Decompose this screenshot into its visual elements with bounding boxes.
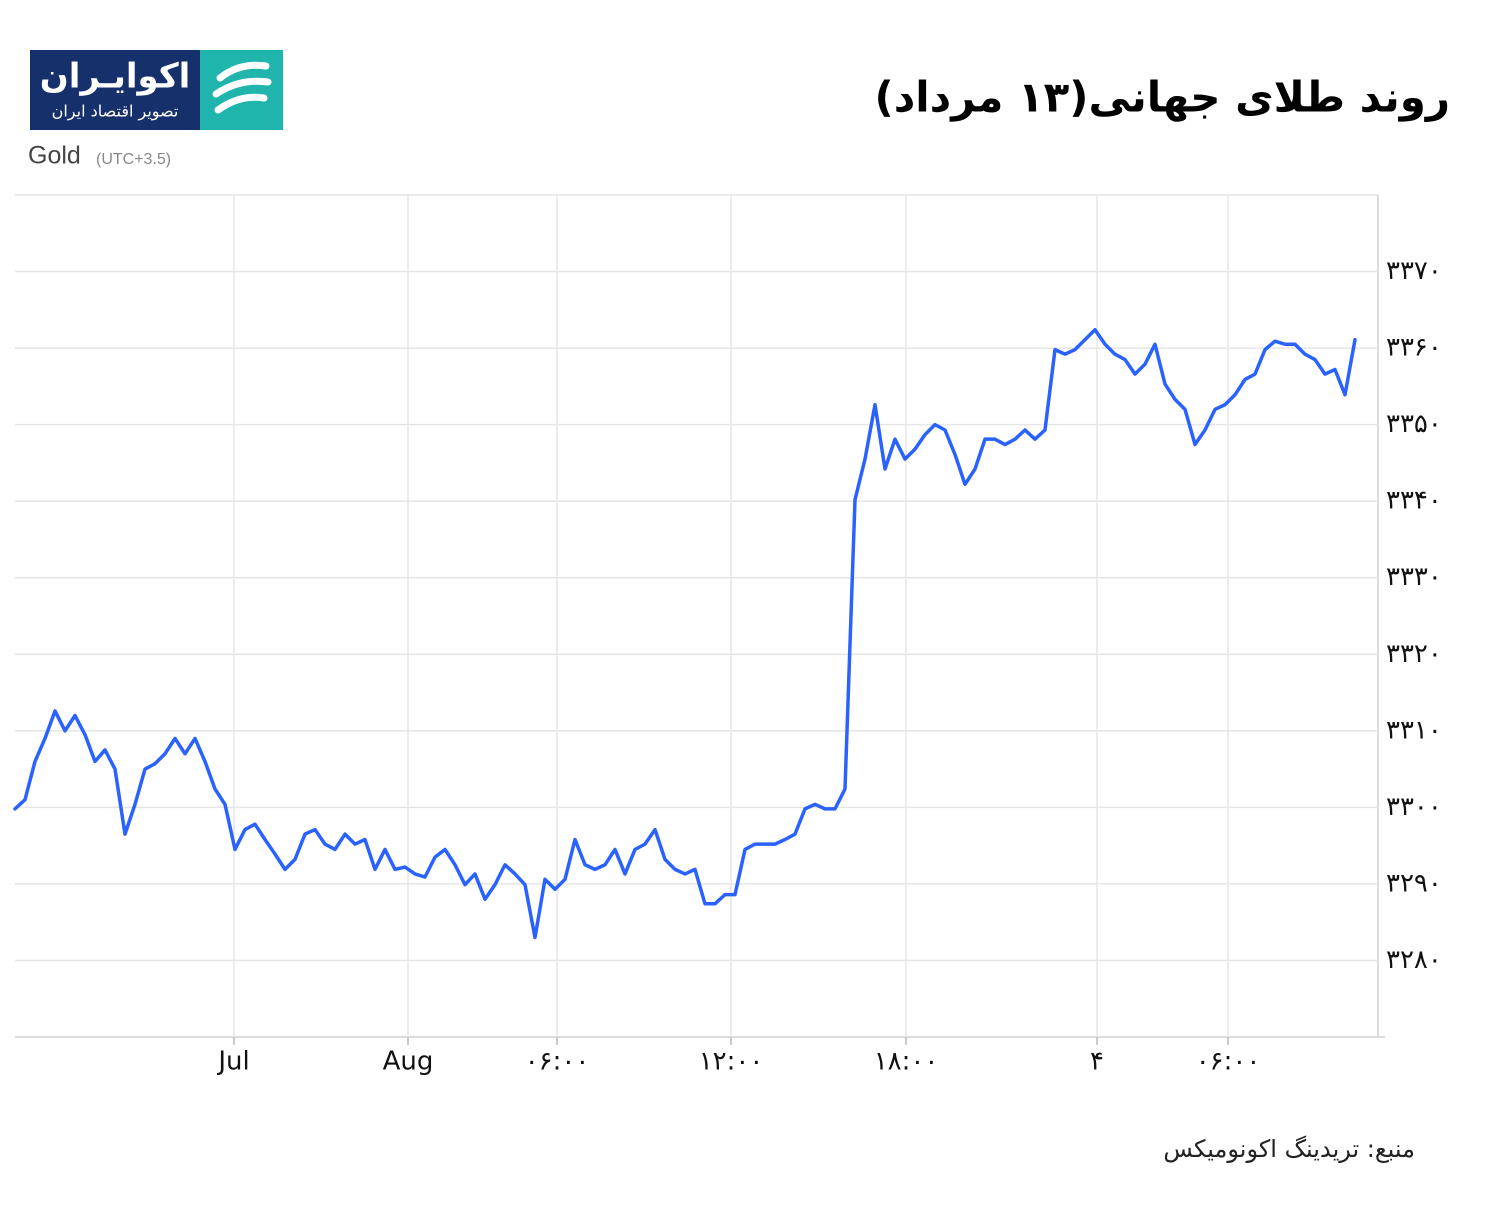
- x-tick-label: ۰۶:۰۰: [1196, 1047, 1261, 1077]
- timezone: (UTC+3.5): [96, 151, 171, 168]
- y-tick-label: ۳۲۸۰: [1386, 945, 1442, 975]
- y-tick-label: ۳۳۴۰: [1386, 486, 1442, 516]
- x-tick-label: Jul: [216, 1047, 249, 1077]
- y-tick-label: ۳۳۲۰: [1386, 639, 1442, 669]
- chart-title: روند طلای جهانی(۱۳ مرداد): [875, 73, 1450, 123]
- y-tick-label: ۳۳۳۰: [1386, 562, 1442, 592]
- subtitle: Gold: [28, 142, 81, 170]
- x-tick-label: ۱۸:۰۰: [874, 1047, 939, 1077]
- y-tick-label: ۳۲۹۰: [1386, 868, 1442, 898]
- price-line: [13, 327, 1357, 940]
- y-tick-label: ۳۳۷۰: [1386, 256, 1442, 286]
- x-tick-label: ۱۲:۰۰: [699, 1047, 764, 1077]
- logo-tagline: تصویر اقتصاد ایران: [52, 102, 179, 122]
- y-tick-label: ۳۳۵۰: [1386, 409, 1442, 439]
- grid: [15, 195, 1378, 1045]
- y-tick-label: ۳۳۶۰: [1386, 333, 1442, 363]
- logo-icon: [200, 50, 283, 130]
- y-tick-label: ۳۳۰۰: [1386, 792, 1442, 822]
- logo-box: [30, 50, 200, 130]
- x-tick-label: ۰۶:۰۰: [525, 1047, 590, 1077]
- x-tick-label: Aug: [383, 1047, 434, 1077]
- series: [13, 327, 1357, 940]
- y-tick-label: ۳۳۱۰: [1386, 715, 1442, 745]
- tick-labels: ۳۲۸۰ ۳۲۹۰ ۳۳۰۰ ۳۳۱۰ ۳۳۲۰ ۳۳۳۰ ۳۳۴۰ ۳۳۵۰ ۳۳۶۰ ۳۳۷۰…: [216, 256, 1442, 1076]
- source: منبع: تریدینگ اکونومیکس: [1163, 1135, 1415, 1163]
- logo-name: اکوایـران: [40, 57, 191, 97]
- logo-mark: [212, 61, 272, 114]
- x-tick-label: ۴: [1090, 1047, 1104, 1077]
